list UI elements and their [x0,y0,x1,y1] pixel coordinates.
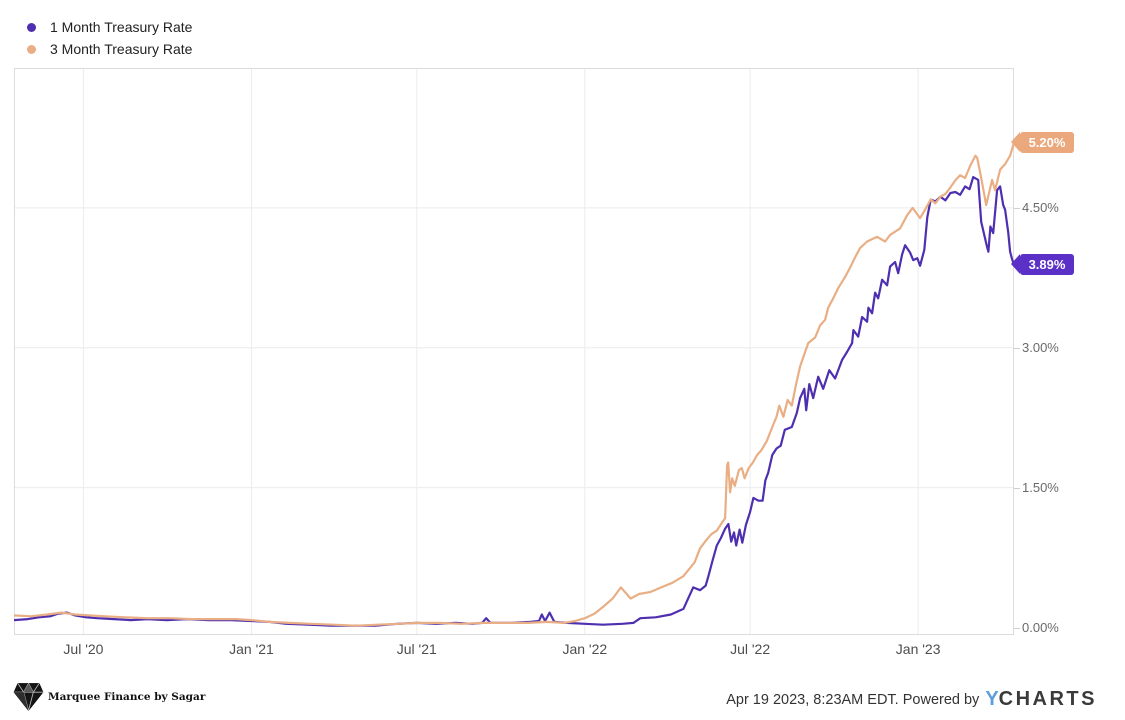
badge-label: 3.89% [1028,257,1066,273]
x-tick-label: Jul '22 [730,641,771,657]
y-tick-label: 0.00% [1022,619,1059,635]
legend-item-label: 3 Month Treasury Rate [50,41,193,57]
x-tick-label: Jan '22 [562,641,608,657]
end-label-badge-3-month-treasury-rate: 5.20% [1011,132,1074,154]
ycharts-logo: YCHARTS [985,688,1097,711]
plot-border [14,68,1014,635]
brand-label: Marquee Finance by Sagar [48,691,206,703]
y-tick-label: 1.50% [1022,479,1059,495]
y-tick-mark [1014,487,1020,489]
y-tick-mark [1014,347,1020,349]
legend-dot-icon [27,22,36,32]
x-tick-label: Jul '21 [396,641,437,657]
y-tick-mark [1014,207,1020,209]
powered-by: Apr 19 2023, 8:23AM EDT. Powered by YCHA… [726,688,1097,711]
y-tick-mark [1014,627,1020,629]
plot-area [12,68,1016,635]
legend: 1 Month Treasury Rate 3 Month Treasury Ra… [27,16,192,60]
x-tick-label: Jan '21 [229,641,274,657]
legend-dot-icon [27,44,36,54]
badge-arrow-icon [1011,254,1020,275]
timestamp-text: Apr 19 2023, 8:23AM EDT. Powered by [726,691,980,708]
series-line-3-month-treasury-rate [12,141,1016,627]
plot-svg [12,68,1016,635]
y-tick-label: 4.50% [1022,199,1059,215]
x-tick-label: Jan '23 [895,641,941,657]
ycharts-logo-y: Y [985,688,999,710]
badge-arrow-icon [1011,132,1020,153]
end-label-badge-1-month-treasury-rate: 3.89% [1011,254,1074,276]
brand: Marquee Finance by Sagar [13,682,205,712]
legend-item-label: 1 Month Treasury Rate [50,19,193,35]
legend-item: 1 Month Treasury Rate [27,16,192,38]
x-tick-label: Jul '20 [63,641,104,657]
badge-label: 5.20% [1028,135,1066,151]
legend-item: 3 Month Treasury Rate [27,38,192,60]
diamond-icon [13,682,44,712]
y-tick-label: 3.00% [1022,339,1059,355]
ycharts-logo-charts: CHARTS [998,688,1097,710]
